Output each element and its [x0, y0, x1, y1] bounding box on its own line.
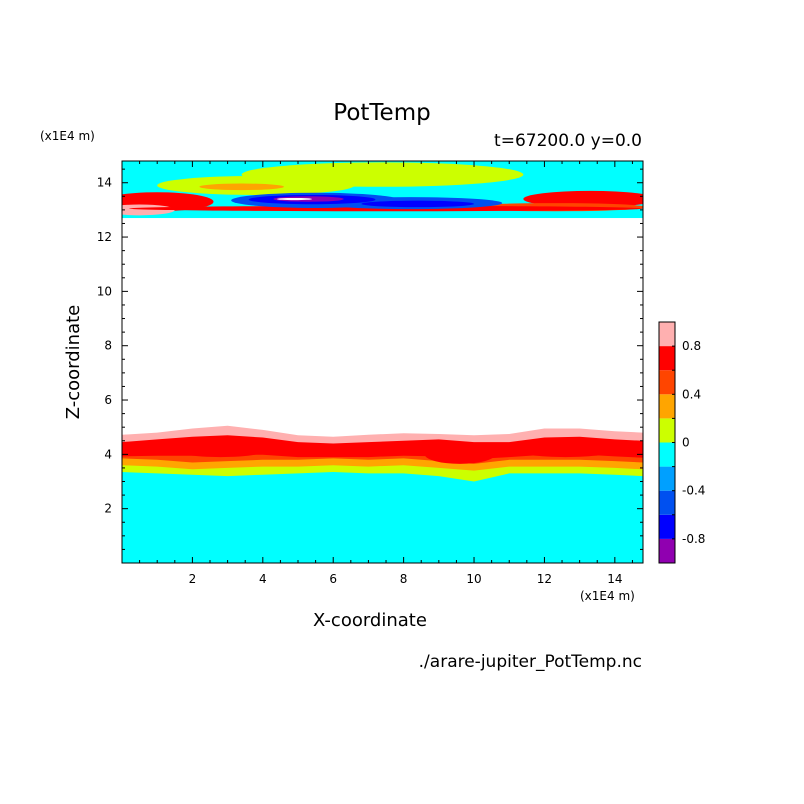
x-tick-label: 4 [259, 572, 267, 586]
y-tick-label: 4 [104, 447, 112, 461]
colorbar-segment [659, 322, 675, 347]
colorbar-tick-label: 0.4 [682, 387, 701, 401]
colorbar-tick-label: 0.8 [682, 339, 701, 353]
colorbar-segment [659, 538, 675, 563]
source-filename: ./arare-jupiter_PotTemp.nc [418, 652, 642, 672]
y-tick-label: 10 [97, 284, 112, 298]
y-tick-label: 14 [97, 176, 112, 190]
upper-contour [122, 204, 175, 216]
upper-contour [199, 183, 284, 191]
x-tick-label: 8 [400, 572, 408, 586]
chart-subtitle: t=67200.0 y=0.0 [494, 131, 642, 151]
warm-blob [516, 443, 615, 458]
upper-contour [276, 197, 313, 201]
colorbar-segment [659, 394, 675, 419]
x-tick-label: 10 [466, 572, 481, 586]
colorbar: -0.8 -0.4 0 0.4 0.8 [658, 321, 705, 564]
contour-fields [122, 161, 643, 563]
colorbar-segment [659, 466, 675, 491]
x-tick-label: 2 [189, 572, 197, 586]
warm-blob [424, 444, 496, 464]
colorbar-tick-label: -0.4 [682, 484, 705, 498]
plot-frame [121, 160, 644, 564]
warm-blob [171, 440, 270, 458]
chart-title: PotTemp [333, 100, 431, 126]
y-tick-label: 6 [104, 393, 112, 407]
colorbar-segment [659, 442, 675, 467]
y-axis-ticks: 2 4 6 8 10 12 14 [97, 168, 643, 550]
upper-contour [523, 190, 643, 208]
upper-contour [361, 200, 475, 208]
x-axis-ticks: 2 4 6 8 10 12 14 [139, 161, 633, 586]
colorbar-segment [659, 346, 675, 371]
x-axis-unit: (x1E4 m) [580, 589, 635, 603]
colorbar-segment [659, 418, 675, 443]
x-tick-label: 6 [329, 572, 337, 586]
colorbar-tick-label: 0 [682, 436, 690, 450]
colorbar-segment [659, 370, 675, 395]
y-tick-label: 8 [104, 339, 112, 353]
region-cyan-neg0.2-0 [122, 472, 643, 563]
colorbar-tick-label: -0.8 [682, 532, 705, 546]
y-tick-label: 2 [104, 502, 112, 516]
colorbar-segment [659, 514, 675, 539]
x-axis-label: X-coordinate [313, 610, 427, 631]
x-tick-label: 12 [537, 572, 552, 586]
x-tick-label: 14 [607, 572, 622, 586]
y-axis-unit: (x1E4 m) [40, 129, 95, 143]
colorbar-segment [659, 490, 675, 515]
y-tick-label: 12 [97, 230, 112, 244]
